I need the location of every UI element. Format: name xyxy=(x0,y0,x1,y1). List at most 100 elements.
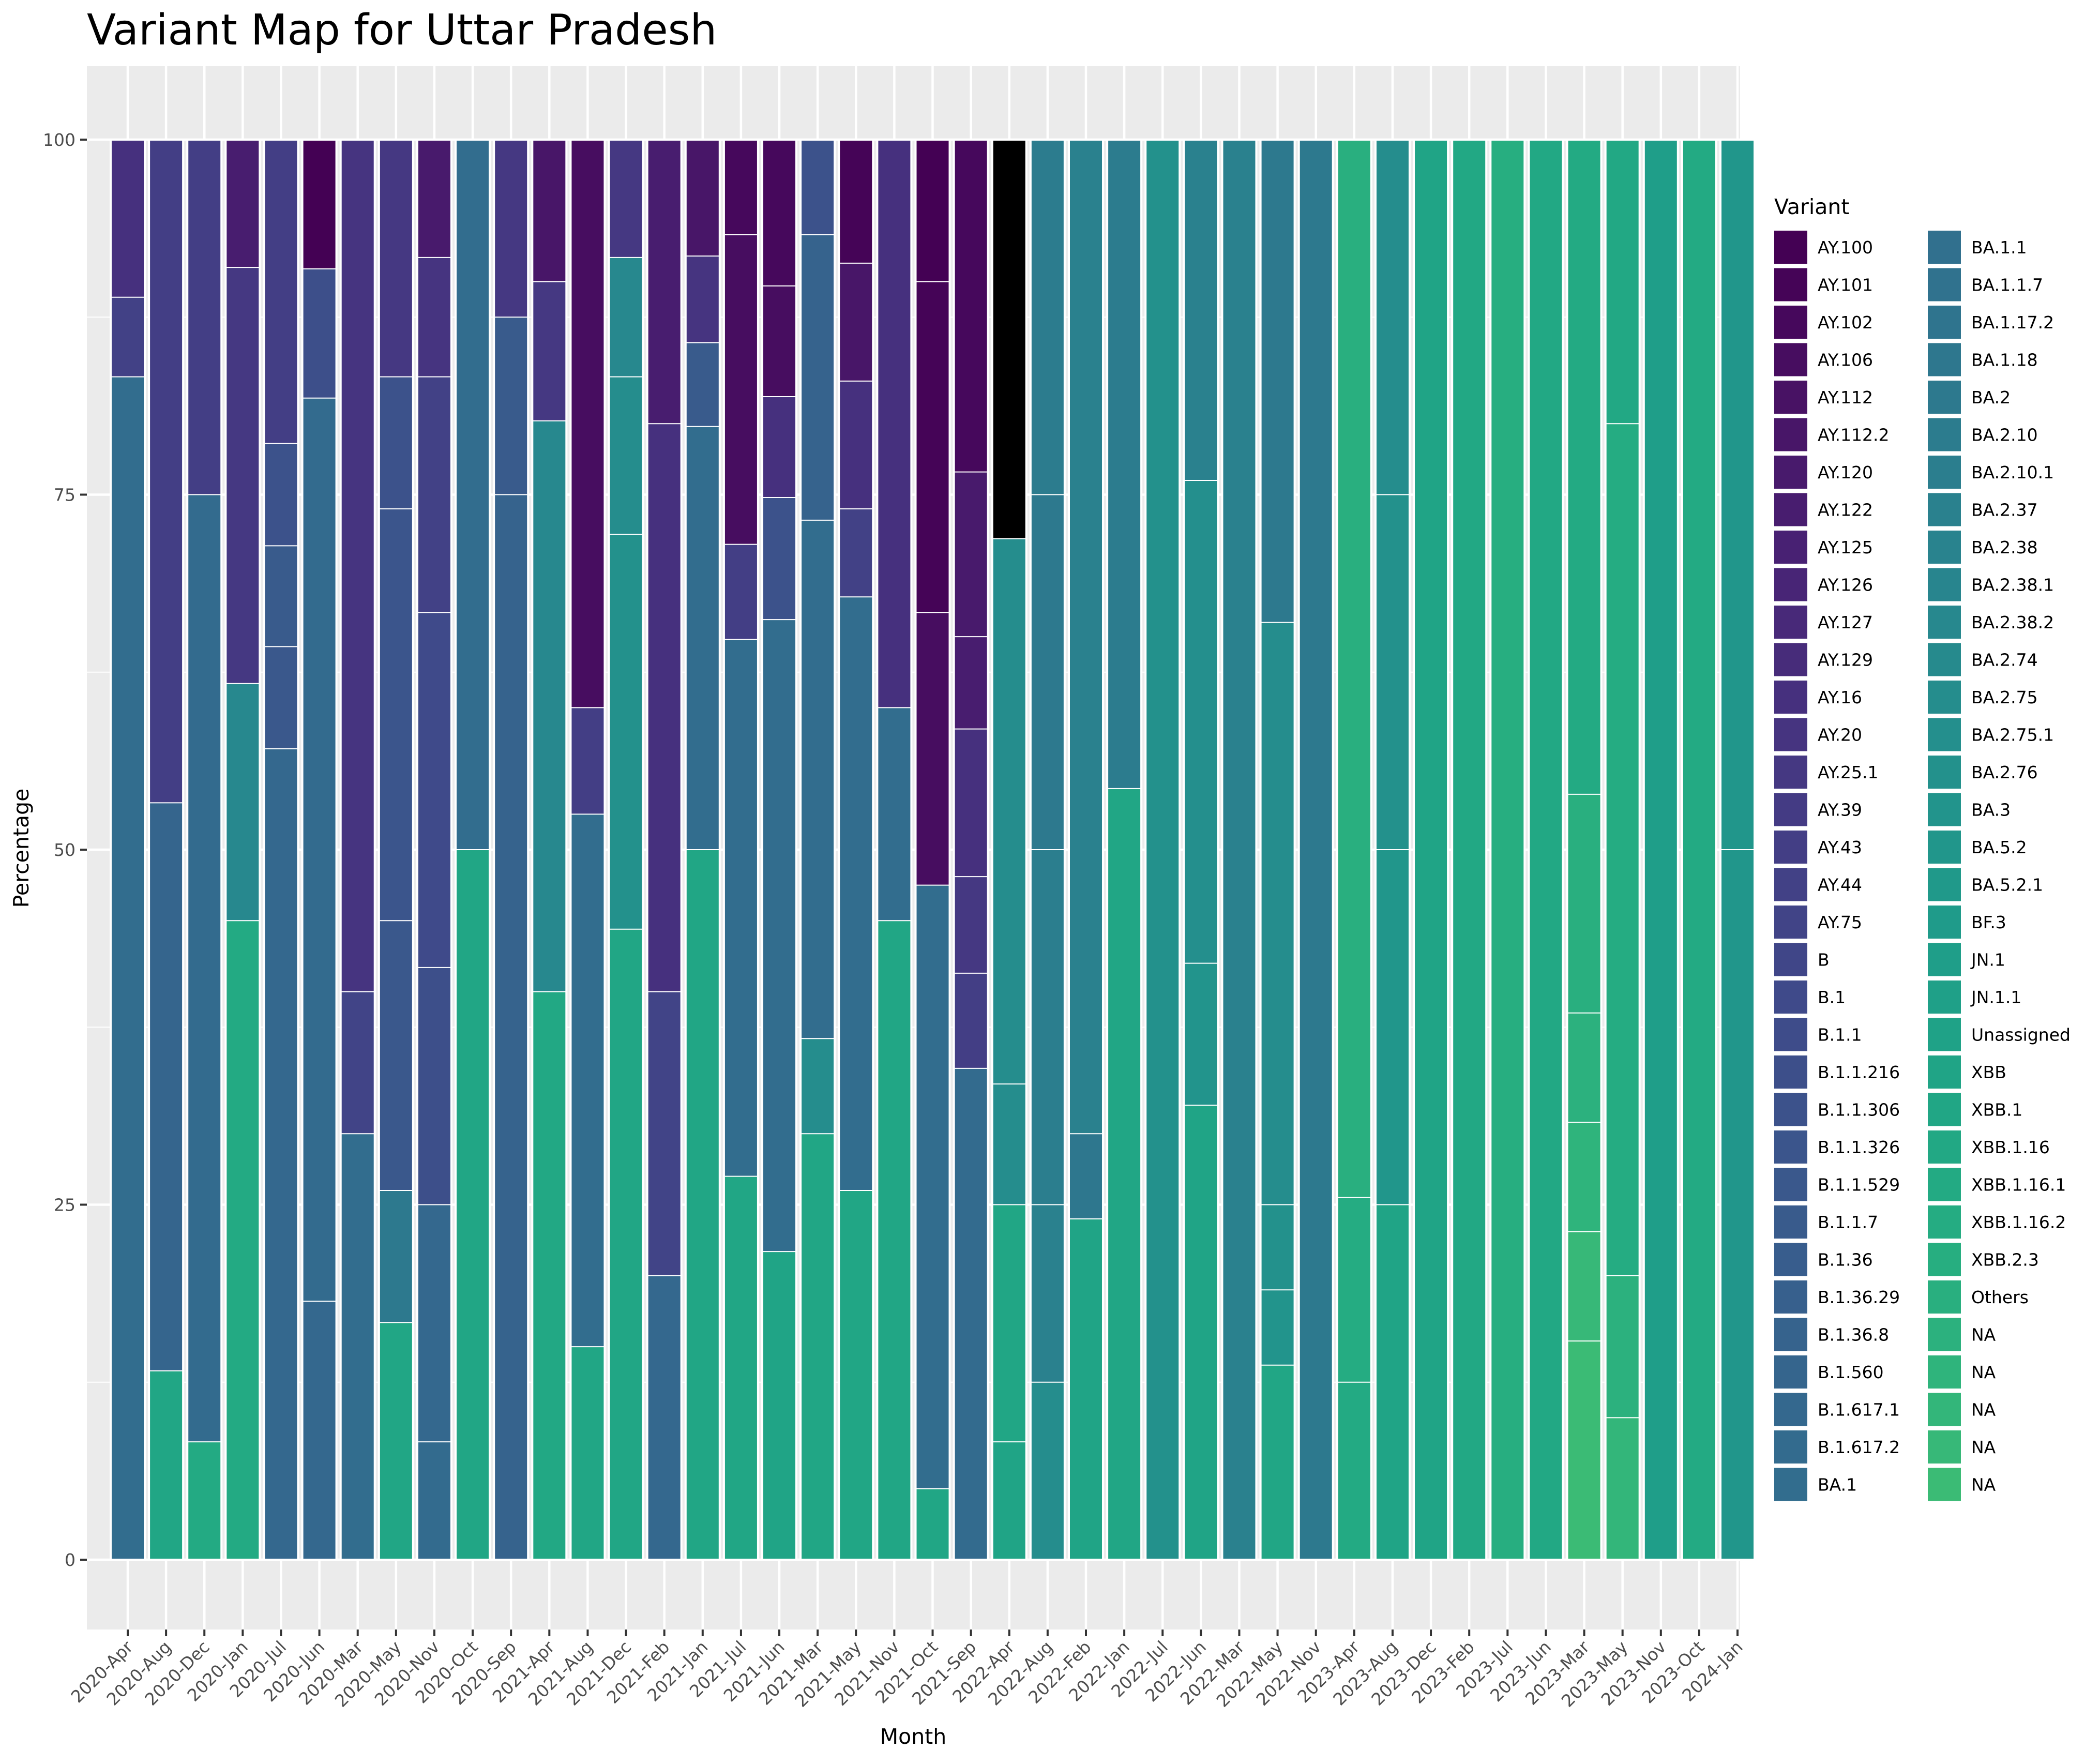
bar-segment xyxy=(1184,480,1218,963)
legend-key xyxy=(1774,756,1807,789)
legend-label: BA.2.76 xyxy=(1971,762,2038,782)
bar-segment xyxy=(1720,140,1755,850)
legend-label: XBB.1.16.2 xyxy=(1971,1212,2066,1232)
bar-segment xyxy=(494,317,528,495)
legend-label: BA.2.37 xyxy=(1971,500,2038,520)
legend-label: AY.44 xyxy=(1818,875,1862,895)
legend-key xyxy=(1774,456,1807,489)
legend-key xyxy=(1928,906,1961,939)
bar-segment xyxy=(187,140,222,495)
legend-key xyxy=(1774,1280,1807,1314)
legend-key xyxy=(1928,568,1961,601)
bar-segment xyxy=(379,1322,413,1560)
legend-key xyxy=(1928,1205,1961,1239)
legend-label: BA.2.10 xyxy=(1971,425,2038,445)
bar-segment xyxy=(1605,424,1640,1276)
legend-label: BA.2.75 xyxy=(1971,687,2038,707)
bar-segment xyxy=(1030,494,1065,850)
bar-segment xyxy=(1069,1134,1103,1219)
bar-segment xyxy=(340,991,375,1134)
legend-key xyxy=(1928,306,1961,339)
bar-outline xyxy=(761,139,798,1561)
bar-segment xyxy=(532,140,567,282)
legend-key xyxy=(1928,943,1961,976)
legend-label: BA.5.2.1 xyxy=(1971,875,2043,895)
legend-label: AY.102 xyxy=(1818,312,1873,333)
bar-segment xyxy=(149,140,184,803)
legend-label: BA.2 xyxy=(1971,387,2011,408)
legend-label: XBB.1.16 xyxy=(1971,1137,2050,1157)
legend-label: BF.3 xyxy=(1971,912,2006,932)
bar-outline xyxy=(110,139,146,1561)
bar-segment xyxy=(723,234,758,545)
x-axis: 2020-Apr2020-Aug2020-Dec2020-Jan2020-Jul… xyxy=(67,1630,1747,1711)
legend-label: B.1.1.7 xyxy=(1818,1212,1878,1232)
legend-key xyxy=(1774,1318,1807,1351)
bar-segment xyxy=(800,520,835,1039)
bar-segment xyxy=(302,1301,337,1560)
legend-label: AY.122 xyxy=(1818,500,1873,520)
legend-key xyxy=(1928,756,1961,789)
legend-label: BA.2.10.1 xyxy=(1971,462,2054,482)
legend-label: B.1.1 xyxy=(1818,1025,1862,1045)
bar-segment xyxy=(149,1370,184,1560)
y-tick-label: 25 xyxy=(54,1195,75,1215)
bar-segment xyxy=(954,472,988,637)
bar-segment xyxy=(992,140,1026,539)
legend-label: BA.1.1.7 xyxy=(1971,275,2043,295)
bar-segment xyxy=(1567,1013,1602,1123)
y-tick-label: 75 xyxy=(54,485,75,505)
bar-segment xyxy=(762,140,797,286)
bar-outline xyxy=(1259,139,1296,1561)
legend-key xyxy=(1774,1093,1807,1126)
bar-segment xyxy=(264,443,298,546)
legend-label: Others xyxy=(1971,1287,2029,1307)
legend-label: XBB xyxy=(1971,1062,2006,1082)
legend-key xyxy=(1928,343,1961,376)
legend-label: BA.5.2 xyxy=(1971,837,2027,857)
bar-segment xyxy=(570,140,605,708)
bar-segment xyxy=(111,376,145,1560)
bar-outline xyxy=(1413,139,1449,1561)
bar-outline xyxy=(339,139,376,1561)
bar-segment xyxy=(685,426,720,850)
legend-key xyxy=(1928,1055,1961,1089)
legend-key xyxy=(1774,643,1807,676)
bar-segment xyxy=(992,1204,1026,1442)
bar-segment xyxy=(149,803,184,1371)
legend-label: BA.1 xyxy=(1818,1475,1857,1495)
y-tick-label: 100 xyxy=(43,130,75,150)
legend-label: AY.101 xyxy=(1818,275,1873,295)
legend-label: AY.125 xyxy=(1818,537,1873,557)
legend-key xyxy=(1928,418,1961,451)
bar-segment xyxy=(723,1176,758,1560)
bar-segment xyxy=(1567,140,1602,794)
legend-key xyxy=(1928,493,1961,526)
bar-segment xyxy=(647,991,682,1276)
bar-segment xyxy=(111,297,145,377)
legend-key xyxy=(1774,718,1807,751)
legend-label: AY.106 xyxy=(1818,350,1873,370)
legend-key xyxy=(1774,868,1807,901)
bar-outline xyxy=(914,139,951,1561)
bar-segment xyxy=(225,140,260,268)
legend-label: Unassigned xyxy=(1971,1025,2071,1045)
legend-key xyxy=(1774,1393,1807,1426)
bar-segment xyxy=(379,921,413,1191)
bar-segment xyxy=(1030,850,1065,1205)
legend-label: AY.25.1 xyxy=(1818,762,1878,782)
bar-segment xyxy=(723,639,758,1176)
bar-segment xyxy=(225,683,260,921)
bar-outline xyxy=(531,139,568,1561)
legend-label: NA xyxy=(1971,1437,1996,1457)
legend-key xyxy=(1774,1018,1807,1051)
bar-segment xyxy=(954,140,988,472)
bar-segment xyxy=(609,376,643,535)
bar-outline xyxy=(1566,139,1603,1561)
bar-outline xyxy=(1719,139,1756,1561)
legend-label: JN.1 xyxy=(1970,950,2005,970)
legend-label: B.1.1.306 xyxy=(1818,1100,1900,1120)
bar-segment xyxy=(762,1251,797,1560)
legend-key xyxy=(1774,1355,1807,1389)
legend-label: AY.127 xyxy=(1818,612,1873,632)
